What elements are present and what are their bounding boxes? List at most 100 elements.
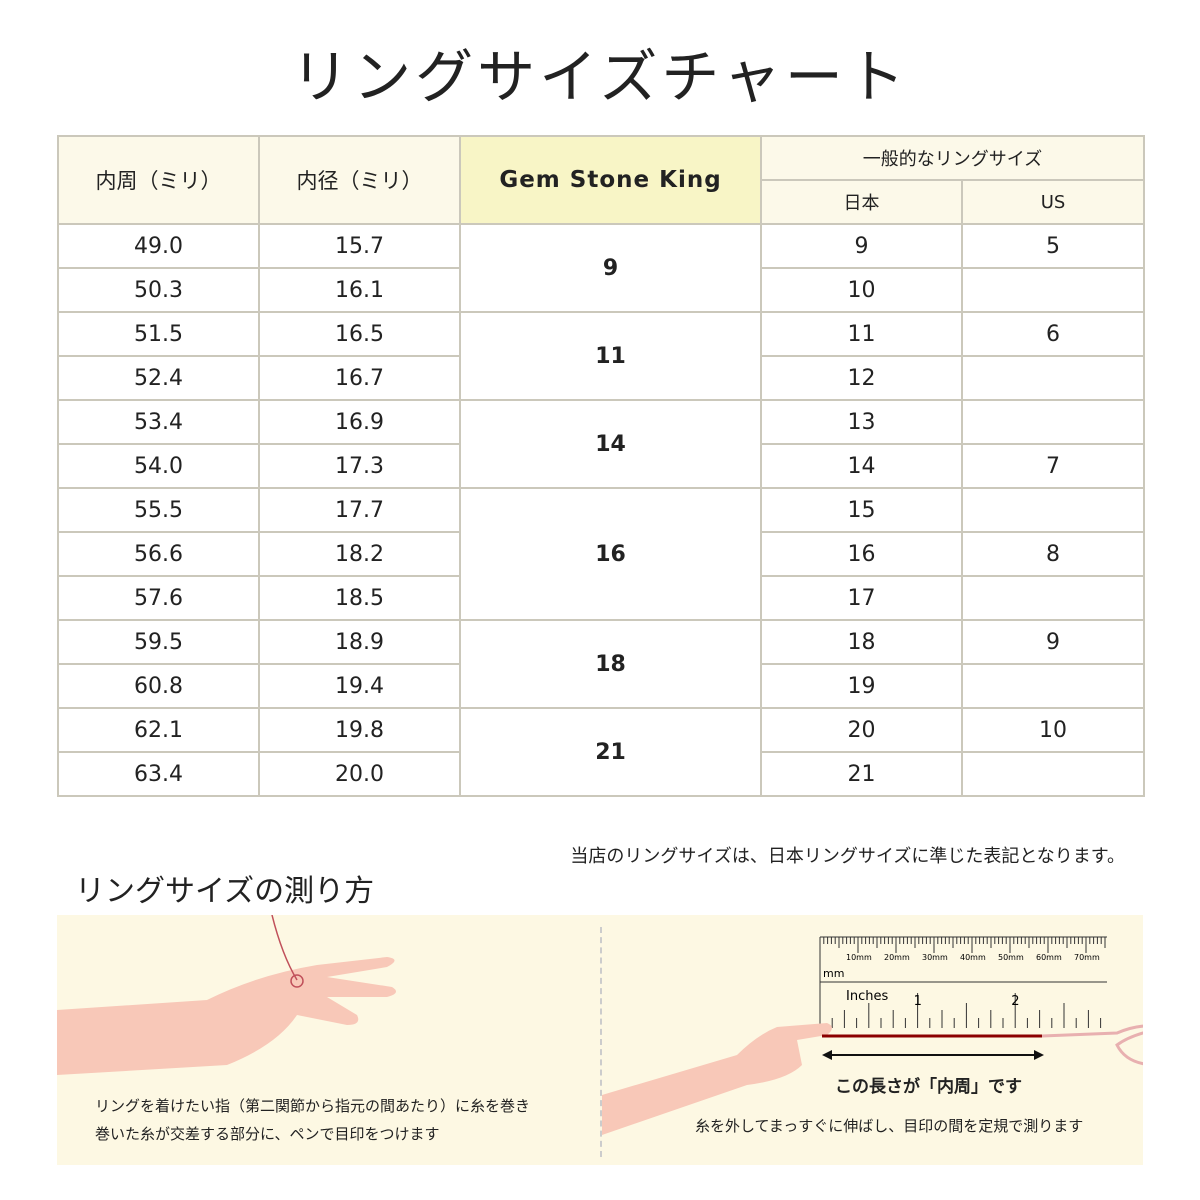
us-size-cell: 10 [961, 707, 1145, 753]
diameter-cell: 18.2 [258, 531, 461, 577]
us-size-cell [961, 399, 1145, 445]
japan-size-cell: 16 [760, 531, 963, 577]
japan-size-cell: 10 [760, 267, 963, 313]
ruler-mm-label: 60mm [1036, 953, 1062, 962]
table-row: 55.5 17.7 16 15 [57, 487, 1145, 621]
japan-size-cell: 21 [760, 751, 963, 797]
circumference-cell: 63.4 [57, 751, 260, 797]
header-diameter: 内径（ミリ） [258, 135, 461, 225]
circumference-cell: 53.4 [57, 399, 260, 445]
circumference-cell: 52.4 [57, 355, 260, 401]
circumference-cell: 54.0 [57, 443, 260, 489]
step1-line1: リングを着けたい指（第二関節から指元の間あたり）に糸を巻き [95, 1097, 531, 1115]
table-row: 54.0 17.3 14 7 [57, 443, 1145, 489]
circumference-cell: 60.8 [57, 663, 260, 709]
table-row: 56.6 18.2 16 8 [57, 531, 1145, 577]
circumference-cell: 55.5 [57, 487, 260, 533]
ruler-mm-unit: mm [823, 967, 844, 980]
circumference-cell: 56.6 [57, 531, 260, 577]
page-title: リングサイズチャート [291, 43, 909, 111]
us-size-cell: 6 [961, 311, 1145, 357]
ruler-mm-label: 20mm [884, 953, 910, 962]
table-row: 57.6 18.5 17 [57, 575, 1145, 621]
japan-size-cell: 13 [760, 399, 963, 445]
length-label: この長さが「内周」です [835, 1077, 1022, 1097]
table-row: 62.1 19.8 21 20 10 [57, 707, 1145, 797]
table-row: 53.4 16.9 14 13 [57, 399, 1145, 489]
diameter-cell: 20.0 [258, 751, 461, 797]
us-size-cell [961, 575, 1145, 621]
japan-size-cell: 14 [760, 443, 963, 489]
us-size-cell: 8 [961, 531, 1145, 577]
circumference-cell: 57.6 [57, 575, 260, 621]
ring-size-table: 内周（ミリ） 内径（ミリ） Gem Stone King 一般的なリングサイズ … [57, 135, 1145, 797]
diameter-cell: 19.8 [258, 707, 461, 753]
circumference-cell: 50.3 [57, 267, 260, 313]
brand-size-cell: 21 [459, 707, 762, 797]
brand-size-cell: 16 [459, 487, 762, 621]
us-size-cell [961, 355, 1145, 401]
table-row: 49.0 15.7 9 9 5 [57, 223, 1145, 313]
us-size-cell [961, 663, 1145, 709]
hand-wrapping-thread-illustration [57, 915, 396, 1075]
circumference-cell: 49.0 [57, 223, 260, 269]
size-note: 当店のリングサイズは、日本リングサイズに準じた表記となります。 [570, 846, 1125, 867]
brand-size-cell: 14 [459, 399, 762, 489]
table-row: 52.4 16.7 12 [57, 355, 1145, 401]
japan-size-cell: 18 [760, 619, 963, 665]
us-size-cell [961, 487, 1145, 533]
japan-size-cell: 11 [760, 311, 963, 357]
ruler-inch-label: 2 [1011, 994, 1019, 1009]
us-size-cell: 5 [961, 223, 1145, 269]
diameter-cell: 17.3 [258, 443, 461, 489]
us-size-cell [961, 267, 1145, 313]
diameter-cell: 16.1 [258, 267, 461, 313]
japan-size-cell: 12 [760, 355, 963, 401]
diameter-cell: 17.7 [258, 487, 461, 533]
diameter-cell: 19.4 [258, 663, 461, 709]
japan-size-cell: 9 [760, 223, 963, 269]
japan-size-cell: 17 [760, 575, 963, 621]
circumference-cell: 62.1 [57, 707, 260, 753]
header-general: 一般的なリングサイズ [760, 135, 1145, 181]
brand-size-cell: 9 [459, 223, 762, 313]
header-circumference: 内周（ミリ） [57, 135, 260, 225]
ruler-mm-label: 70mm [1074, 953, 1100, 962]
header-brand: Gem Stone King [459, 135, 762, 225]
step1-line2: 巻いた糸が交差する部分に、ペンで目印をつけます [95, 1125, 440, 1143]
howto-panel: mm Inches 10mm 20mm 30mm 40mm 50mm 60mm 70mm 1… [57, 915, 1143, 1165]
diameter-cell: 18.9 [258, 619, 461, 665]
us-size-cell: 9 [961, 619, 1145, 665]
panel-divider [600, 927, 602, 1157]
ruler-inch-unit: Inches [846, 989, 888, 1004]
ruler-mm-label: 50mm [998, 953, 1024, 962]
table-row: 63.4 20.0 21 [57, 751, 1145, 797]
circumference-cell: 59.5 [57, 619, 260, 665]
ruler-inch-label: 1 [914, 994, 922, 1009]
brand-size-cell: 11 [459, 311, 762, 401]
table-row: 50.3 16.1 10 [57, 267, 1145, 313]
diameter-cell: 16.9 [258, 399, 461, 445]
step2-caption: 糸を外してまっすぐに伸ばし、目印の間を定規で測ります [695, 1117, 1084, 1135]
illustration: mm Inches 10mm 20mm 30mm 40mm 50mm 60mm 70mm 1… [57, 915, 1143, 1135]
ruler-mm-label: 10mm [846, 953, 872, 962]
japan-size-cell: 20 [760, 707, 963, 753]
us-size-cell [961, 751, 1145, 797]
header-us: US [961, 179, 1145, 225]
table-row: 59.5 18.9 18 18 9 [57, 619, 1145, 709]
japan-size-cell: 15 [760, 487, 963, 533]
diameter-cell: 16.7 [258, 355, 461, 401]
diameter-cell: 15.7 [258, 223, 461, 269]
brand-size-cell: 18 [459, 619, 762, 709]
ruler-mm-label: 40mm [960, 953, 986, 962]
table-row: 51.5 16.5 11 11 6 [57, 311, 1145, 401]
ruler-mm-label: 30mm [922, 953, 948, 962]
diameter-cell: 16.5 [258, 311, 461, 357]
us-size-cell: 7 [961, 443, 1145, 489]
japan-size-cell: 19 [760, 663, 963, 709]
length-arrow-icon [822, 1050, 1044, 1060]
howto-heading: リングサイズの測り方 [75, 874, 375, 909]
table-row: 60.8 19.4 19 [57, 663, 1145, 709]
diameter-cell: 18.5 [258, 575, 461, 621]
hand-holding-thread-illustration [602, 1023, 1143, 1135]
